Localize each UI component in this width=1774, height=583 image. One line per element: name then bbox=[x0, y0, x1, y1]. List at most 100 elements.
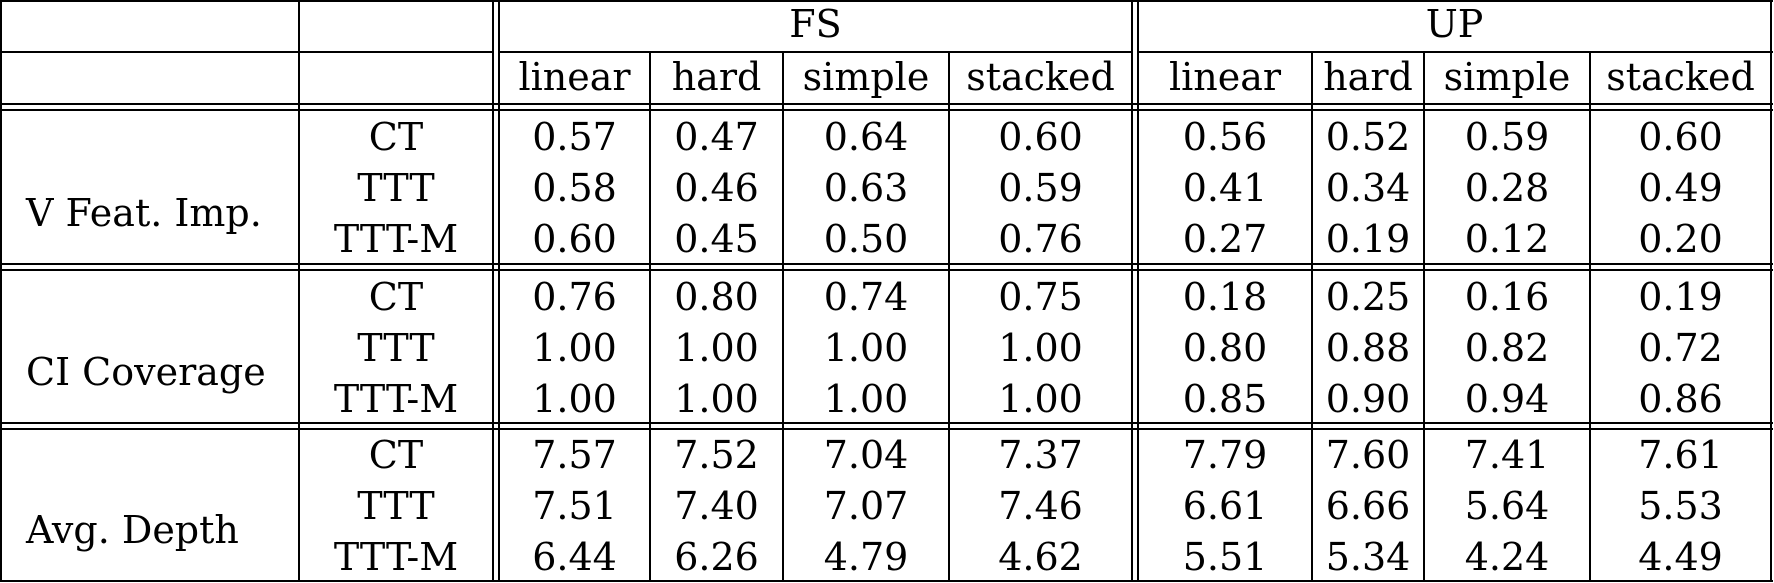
method-label: TTT bbox=[357, 166, 435, 210]
fs-double-rule bbox=[492, 1, 494, 581]
fs-double-rule bbox=[498, 1, 500, 581]
table-cell: 0.46 bbox=[674, 166, 759, 210]
table-cell: 6.44 bbox=[532, 534, 617, 579]
table-cell: 7.61 bbox=[1638, 433, 1723, 478]
method-label: CT bbox=[368, 433, 424, 478]
table-cell: 0.88 bbox=[1325, 325, 1411, 370]
table-cell: 0.52 bbox=[1325, 114, 1411, 159]
top-rule bbox=[0, 0, 1773, 2]
table-cell: 7.07 bbox=[823, 484, 909, 528]
table-cell: 0.63 bbox=[823, 166, 909, 210]
table-cell: 0.90 bbox=[1325, 376, 1411, 421]
table-cell: 0.34 bbox=[1325, 166, 1411, 210]
column-header: simple bbox=[802, 55, 930, 99]
column-header: stacked bbox=[966, 55, 1115, 99]
table-cell: 0.60 bbox=[532, 217, 617, 262]
column-header: simple bbox=[1443, 55, 1571, 99]
up-double-rule bbox=[1137, 1, 1139, 581]
table-cell: 0.74 bbox=[823, 274, 909, 319]
column-rule bbox=[1589, 52, 1591, 581]
header-rule-left bbox=[0, 51, 493, 53]
table-cell: 1.00 bbox=[674, 325, 759, 370]
table-cell: 0.50 bbox=[823, 217, 909, 262]
metric-label: Avg. Depth bbox=[26, 508, 239, 553]
table-cell: 0.19 bbox=[1638, 274, 1723, 319]
column-header: hard bbox=[1323, 55, 1413, 99]
metric-label: CI Coverage bbox=[26, 350, 266, 394]
table-cell: 0.76 bbox=[998, 217, 1083, 262]
table-cell: 0.72 bbox=[1638, 325, 1723, 370]
table-cell: 7.60 bbox=[1325, 433, 1411, 478]
table-cell: 4.62 bbox=[998, 534, 1083, 579]
method-label: CT bbox=[368, 114, 424, 159]
table-cell: 0.56 bbox=[1182, 114, 1268, 159]
table-cell: 7.57 bbox=[532, 433, 617, 478]
section-rule bbox=[0, 103, 1773, 105]
table-cell: 0.16 bbox=[1464, 274, 1550, 319]
group-header-up: UP bbox=[1425, 2, 1484, 46]
column-rule bbox=[1311, 52, 1313, 581]
table-cell: 0.27 bbox=[1182, 217, 1268, 262]
table-cell: 7.79 bbox=[1182, 433, 1268, 478]
group-header-fs: FS bbox=[789, 2, 842, 46]
table-cell: 1.00 bbox=[532, 325, 617, 370]
column-rule bbox=[948, 52, 950, 581]
table-cell: 0.59 bbox=[1464, 114, 1550, 159]
table-cell: 0.41 bbox=[1182, 166, 1268, 210]
method-label: CT bbox=[368, 274, 424, 319]
section-rule bbox=[0, 428, 1773, 430]
table-cell: 4.49 bbox=[1638, 534, 1723, 579]
method-label: TTT-M bbox=[333, 376, 459, 421]
table-cell: 0.60 bbox=[998, 114, 1083, 159]
table-cell: 7.04 bbox=[823, 433, 909, 478]
table-cell: 0.12 bbox=[1464, 217, 1550, 262]
table-cell: 0.80 bbox=[1182, 325, 1268, 370]
table-cell: 0.19 bbox=[1325, 217, 1411, 262]
table-cell: 0.86 bbox=[1638, 376, 1723, 421]
table-cell: 0.18 bbox=[1182, 274, 1268, 319]
column-rule bbox=[649, 52, 651, 581]
table-cell: 6.61 bbox=[1182, 484, 1268, 528]
metric-column-rule bbox=[298, 1, 300, 581]
table-cell: 0.25 bbox=[1325, 274, 1411, 319]
table-cell: 0.94 bbox=[1464, 376, 1550, 421]
column-header: linear bbox=[1168, 55, 1282, 99]
table-cell: 7.37 bbox=[998, 433, 1083, 478]
method-label: TTT-M bbox=[333, 534, 459, 579]
table-cell: 7.40 bbox=[674, 484, 759, 528]
table-cell: 5.51 bbox=[1182, 534, 1268, 579]
table-cell: 1.00 bbox=[998, 325, 1083, 370]
table-cell: 7.51 bbox=[532, 484, 617, 528]
table-cell: 7.41 bbox=[1464, 433, 1550, 478]
section-rule bbox=[0, 263, 1773, 265]
table-cell: 5.64 bbox=[1464, 484, 1550, 528]
header-rule-fs bbox=[499, 51, 1132, 53]
section-rule bbox=[0, 269, 1773, 271]
column-rule bbox=[1423, 52, 1425, 581]
bottom-rule bbox=[0, 580, 1773, 582]
section-rule bbox=[0, 422, 1773, 424]
table-cell: 5.34 bbox=[1325, 534, 1411, 579]
table-cell: 0.60 bbox=[1638, 114, 1723, 159]
table-cell: 4.79 bbox=[823, 534, 909, 579]
table-cell: 1.00 bbox=[998, 376, 1083, 421]
up-double-rule bbox=[1131, 1, 1133, 581]
table-cell: 6.66 bbox=[1325, 484, 1411, 528]
table-cell: 0.47 bbox=[674, 114, 759, 159]
table-cell: 0.59 bbox=[998, 166, 1083, 210]
table-cell: 1.00 bbox=[823, 376, 909, 421]
table-cell: 0.64 bbox=[823, 114, 909, 159]
table-cell: 0.76 bbox=[532, 274, 617, 319]
table-cell: 0.75 bbox=[998, 274, 1083, 319]
table-cell: 4.24 bbox=[1464, 534, 1550, 579]
outer-right-rule bbox=[1770, 1, 1772, 581]
table-cell: 0.80 bbox=[674, 274, 759, 319]
metric-label: V Feat. Imp. bbox=[26, 190, 262, 235]
table-cell: 1.00 bbox=[532, 376, 617, 421]
table-cell: 6.26 bbox=[674, 534, 759, 579]
section-rule bbox=[0, 109, 1773, 111]
table-cell: 0.85 bbox=[1182, 376, 1268, 421]
table-cell: 0.28 bbox=[1464, 166, 1550, 210]
column-header: linear bbox=[518, 55, 631, 99]
